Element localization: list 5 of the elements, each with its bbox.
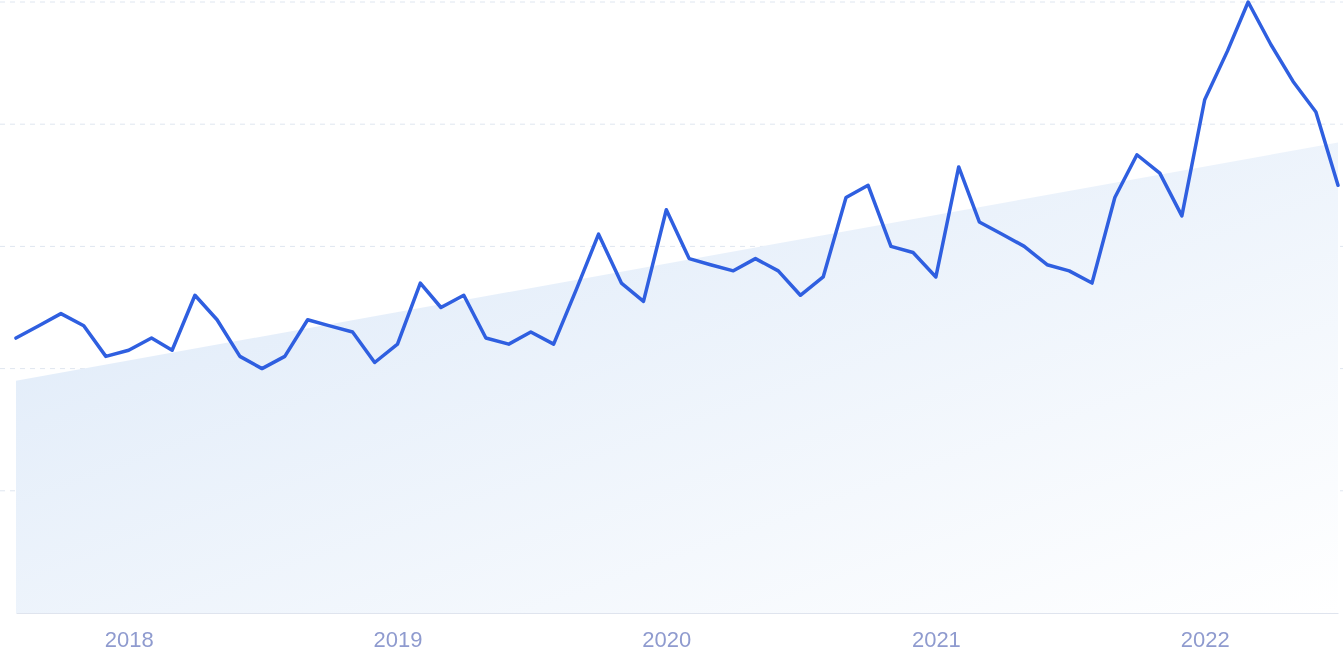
x-tick-label: 2022 xyxy=(1180,626,1230,652)
x-tick-label: 2020 xyxy=(642,626,692,652)
x-tick-label: 2019 xyxy=(373,626,423,652)
x-tick-label: 2021 xyxy=(911,626,961,652)
x-tick-label: 2018 xyxy=(104,626,154,652)
